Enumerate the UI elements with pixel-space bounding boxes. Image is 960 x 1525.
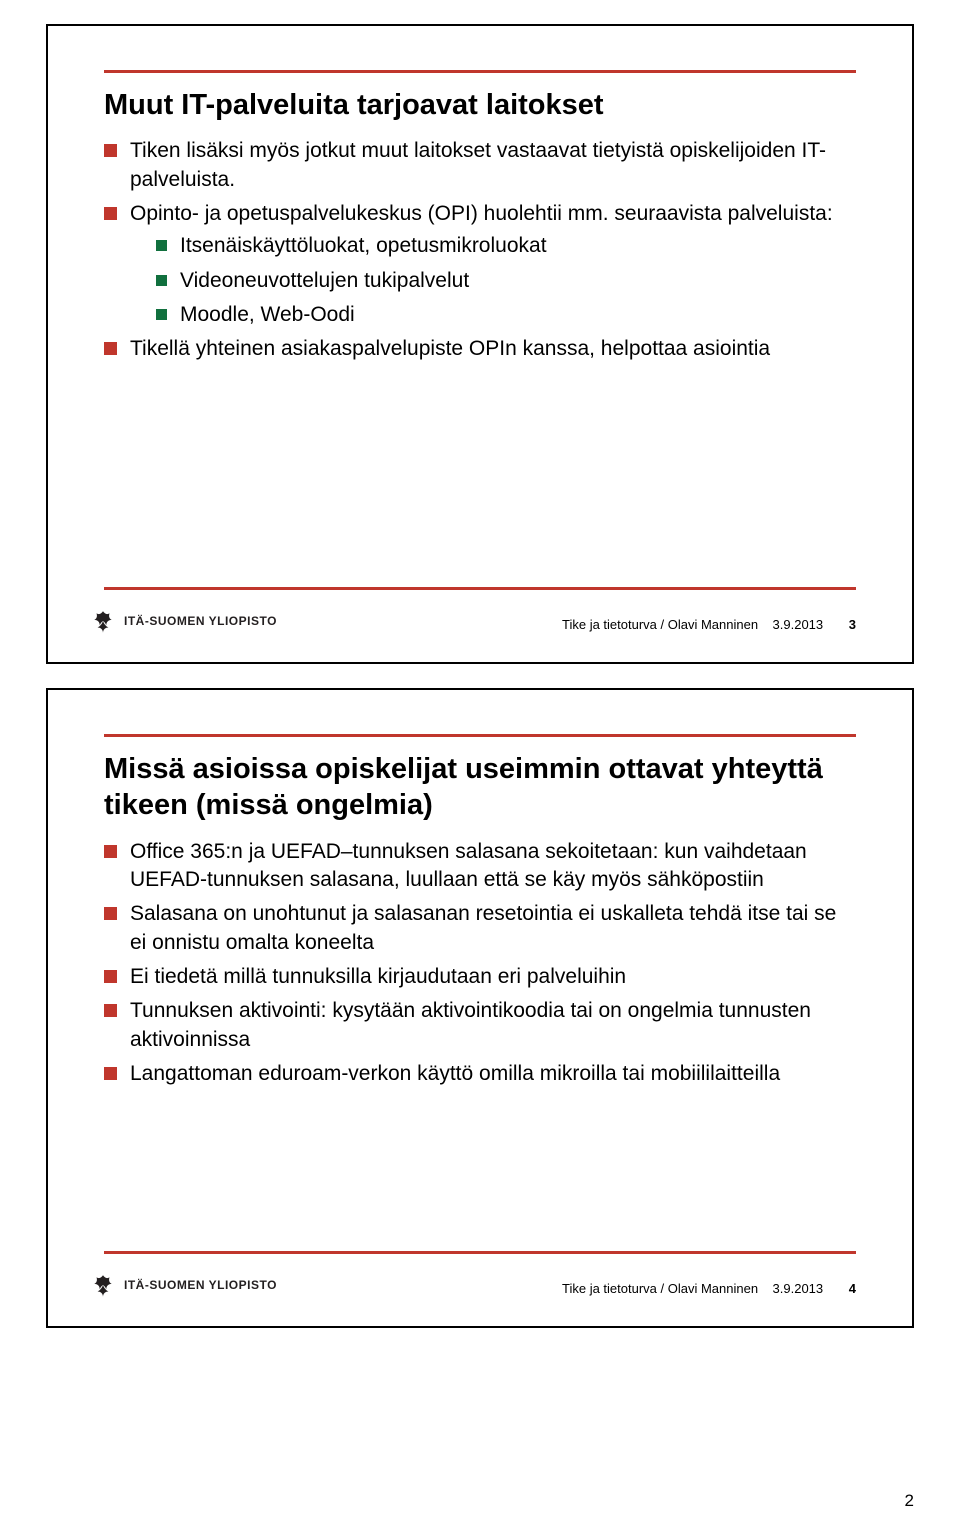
- footer-meta: Tike ja tietoturva / Olavi Manninen 3.9.…: [562, 617, 856, 632]
- bullet-text: Opinto- ja opetuspalvelukeskus (OPI) huo…: [130, 202, 833, 225]
- bullet-item: Tikellä yhteinen asiakaspalvelupiste OPI…: [104, 335, 856, 363]
- logo-mark-icon: [90, 608, 116, 634]
- footer-slide-number: 3: [849, 617, 856, 632]
- sub-bullet-item: Moodle, Web-Oodi: [156, 301, 856, 329]
- sub-bullet-item: Itsenäiskäyttöluokat, opetusmikroluokat: [156, 232, 856, 260]
- bullet-item: Tiken lisäksi myös jotkut muut laitokset…: [104, 137, 856, 194]
- bullet-list: Tiken lisäksi myös jotkut muut laitokset…: [104, 137, 856, 363]
- logo-mark-icon: [90, 1272, 116, 1298]
- footer-slide-number: 4: [849, 1281, 856, 1296]
- footer-meta: Tike ja tietoturva / Olavi Manninen 3.9.…: [562, 1281, 856, 1296]
- footer-text: Tike ja tietoturva / Olavi Manninen: [562, 1281, 758, 1296]
- sub-bullet-list: Itsenäiskäyttöluokat, opetusmikroluokat …: [156, 232, 856, 329]
- sub-bullet-item: Videoneuvottelujen tukipalvelut: [156, 267, 856, 295]
- accent-rule-top: [104, 734, 856, 737]
- bullet-item: Opinto- ja opetuspalvelukeskus (OPI) huo…: [104, 200, 856, 329]
- bullet-item: Office 365:n ja UEFAD–tunnuksen salasana…: [104, 838, 856, 895]
- footer-date: 3.9.2013: [773, 1281, 824, 1296]
- footer-text: Tike ja tietoturva / Olavi Manninen: [562, 617, 758, 632]
- bullet-list: Office 365:n ja UEFAD–tunnuksen salasana…: [104, 838, 856, 1089]
- slide-title: Missä asioissa opiskelijat useimmin otta…: [104, 751, 856, 824]
- university-logo: ITÄ-SUOMEN YLIOPISTO: [90, 1272, 277, 1298]
- slide-1: Muut IT-palveluita tarjoavat laitokset T…: [46, 24, 914, 664]
- bullet-item: Tunnuksen aktivointi: kysytään aktivoint…: [104, 997, 856, 1054]
- page-number: 2: [905, 1491, 914, 1511]
- university-logo: ITÄ-SUOMEN YLIOPISTO: [90, 608, 277, 634]
- slide-2: Missä asioissa opiskelijat useimmin otta…: [46, 688, 914, 1328]
- footer-date: 3.9.2013: [773, 617, 824, 632]
- bullet-item: Salasana on unohtunut ja salasanan reset…: [104, 900, 856, 957]
- slide-title: Muut IT-palveluita tarjoavat laitokset: [104, 87, 856, 123]
- bullet-item: Langattoman eduroam-verkon käyttö omilla…: [104, 1060, 856, 1088]
- accent-rule-top: [104, 70, 856, 73]
- accent-rule-bottom: [104, 1251, 856, 1254]
- logo-text: ITÄ-SUOMEN YLIOPISTO: [124, 614, 277, 628]
- bullet-item: Ei tiedetä millä tunnuksilla kirjaudutaa…: [104, 963, 856, 991]
- logo-text: ITÄ-SUOMEN YLIOPISTO: [124, 1278, 277, 1292]
- accent-rule-bottom: [104, 587, 856, 590]
